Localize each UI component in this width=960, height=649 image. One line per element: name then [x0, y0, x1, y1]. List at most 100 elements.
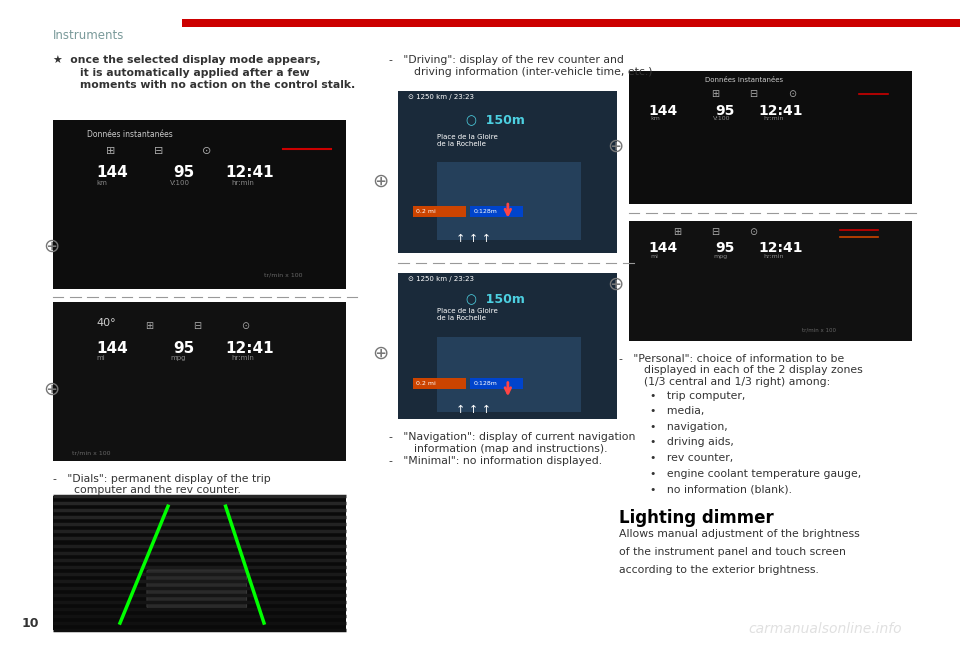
- Text: 0:128m: 0:128m: [473, 381, 497, 386]
- Text: ⊞: ⊞: [673, 227, 681, 237]
- Text: V:100: V:100: [170, 180, 190, 186]
- FancyBboxPatch shape: [398, 273, 617, 419]
- Text: ⊕: ⊕: [372, 172, 389, 191]
- Text: ↑ ↑ ↑: ↑ ↑ ↑: [456, 234, 492, 244]
- Text: 12:41: 12:41: [758, 241, 803, 256]
- Text: -   "Driving": display of the rev counter and: - "Driving": display of the rev counter …: [389, 55, 624, 65]
- Text: Données instantanées: Données instantanées: [86, 130, 173, 139]
- Text: ○  150m: ○ 150m: [466, 292, 524, 305]
- Text: computer and the rev counter.: computer and the rev counter.: [74, 485, 241, 495]
- Text: km: km: [650, 116, 660, 121]
- Text: 95: 95: [173, 341, 194, 356]
- Text: 95: 95: [715, 241, 734, 256]
- FancyBboxPatch shape: [629, 71, 912, 204]
- Text: ★  once the selected display mode appears,: ★ once the selected display mode appears…: [53, 55, 321, 65]
- Text: tr/min x 100: tr/min x 100: [264, 273, 302, 278]
- Text: 12:41: 12:41: [226, 341, 275, 356]
- Text: ⊟: ⊟: [750, 89, 757, 99]
- Text: 95: 95: [715, 104, 734, 118]
- Text: displayed in each of the 2 display zones: displayed in each of the 2 display zones: [644, 365, 863, 375]
- Text: 144: 144: [96, 341, 128, 356]
- Text: 12:41: 12:41: [226, 165, 275, 180]
- Text: •   navigation,: • navigation,: [650, 422, 728, 432]
- Text: •   trip computer,: • trip computer,: [650, 391, 745, 400]
- Text: Place de la Gloire
de la Rochelle: Place de la Gloire de la Rochelle: [437, 308, 497, 321]
- Bar: [182, 19, 960, 27]
- Text: ⊙ 1250 km / 23:23: ⊙ 1250 km / 23:23: [408, 276, 474, 282]
- Text: ○  150m: ○ 150m: [466, 114, 524, 127]
- Text: ⊞: ⊞: [106, 146, 115, 156]
- Text: Place de la Gloire
de la Rochelle: Place de la Gloire de la Rochelle: [437, 134, 497, 147]
- Text: 12:41: 12:41: [758, 104, 803, 118]
- Text: mpg: mpg: [170, 355, 185, 361]
- Text: ⊕: ⊕: [608, 136, 624, 156]
- FancyBboxPatch shape: [398, 91, 617, 253]
- Text: mi: mi: [650, 254, 658, 260]
- FancyBboxPatch shape: [53, 496, 346, 630]
- Text: hr:min: hr:min: [763, 116, 783, 121]
- Text: hr:min: hr:min: [763, 254, 783, 260]
- Text: •   media,: • media,: [650, 406, 705, 416]
- Text: 40°: 40°: [96, 318, 115, 328]
- Text: mi: mi: [96, 355, 105, 361]
- Text: it is automatically applied after a few: it is automatically applied after a few: [80, 68, 309, 78]
- Text: ⊞: ⊞: [145, 321, 153, 331]
- Text: •   driving aids,: • driving aids,: [650, 437, 733, 447]
- Text: moments with no action on the control stalk.: moments with no action on the control st…: [80, 80, 355, 90]
- Text: 0.2 mi: 0.2 mi: [416, 209, 436, 214]
- Text: ⊟: ⊟: [711, 227, 719, 237]
- Text: 144: 144: [648, 104, 677, 118]
- FancyBboxPatch shape: [437, 162, 581, 240]
- FancyBboxPatch shape: [470, 206, 523, 217]
- Text: according to the exterior brightness.: according to the exterior brightness.: [619, 565, 819, 575]
- Text: -   "Navigation": display of current navigation: - "Navigation": display of current navig…: [389, 432, 636, 441]
- FancyBboxPatch shape: [470, 378, 523, 389]
- Text: ⊞: ⊞: [711, 89, 719, 99]
- FancyBboxPatch shape: [413, 378, 466, 389]
- Text: tr/min x 100: tr/min x 100: [802, 327, 835, 332]
- Text: 144: 144: [96, 165, 128, 180]
- Text: hr:min: hr:min: [231, 180, 254, 186]
- Text: 0:128m: 0:128m: [473, 209, 497, 214]
- Text: ⊙ 1250 km / 23:23: ⊙ 1250 km / 23:23: [408, 94, 474, 100]
- FancyBboxPatch shape: [147, 570, 247, 608]
- Text: Lighting dimmer: Lighting dimmer: [619, 509, 774, 528]
- Text: ⊙: ⊙: [750, 227, 757, 237]
- Text: Instruments: Instruments: [53, 29, 124, 42]
- FancyBboxPatch shape: [53, 120, 346, 289]
- FancyBboxPatch shape: [629, 221, 912, 341]
- Text: of the instrument panel and touch screen: of the instrument panel and touch screen: [619, 547, 846, 557]
- Text: V:100: V:100: [713, 116, 731, 121]
- Text: ⊕: ⊕: [372, 344, 389, 363]
- Text: •   engine coolant temperature gauge,: • engine coolant temperature gauge,: [650, 469, 861, 478]
- Text: 95: 95: [173, 165, 194, 180]
- Text: -   "Personal": choice of information to be: - "Personal": choice of information to b…: [619, 354, 845, 363]
- Text: ⊙: ⊙: [241, 321, 249, 331]
- Text: 0.2 mi: 0.2 mi: [416, 381, 436, 386]
- Text: carmanualsonline.info: carmanualsonline.info: [749, 622, 902, 636]
- Text: -   "Dials": permanent display of the trip: - "Dials": permanent display of the trip: [53, 474, 271, 484]
- Text: Données instantanées: Données instantanées: [705, 77, 783, 82]
- Text: ⊕: ⊕: [608, 275, 624, 294]
- Text: ↑ ↑ ↑: ↑ ↑ ↑: [456, 406, 492, 415]
- Text: •   no information (blank).: • no information (blank).: [650, 484, 792, 494]
- Text: ⊟: ⊟: [193, 321, 201, 331]
- FancyBboxPatch shape: [53, 302, 346, 461]
- FancyBboxPatch shape: [437, 337, 581, 412]
- Text: ⊟: ⊟: [154, 146, 163, 156]
- Text: driving information (inter-vehicle time, etc.): driving information (inter-vehicle time,…: [414, 67, 652, 77]
- FancyBboxPatch shape: [413, 206, 466, 217]
- Text: hr:min: hr:min: [231, 355, 254, 361]
- Text: 10: 10: [21, 617, 38, 630]
- Text: -   "Minimal": no information displayed.: - "Minimal": no information displayed.: [389, 456, 602, 466]
- Text: mpg: mpg: [713, 254, 728, 260]
- Text: ⊕: ⊕: [43, 237, 60, 256]
- Text: (1/3 central and 1/3 right) among:: (1/3 central and 1/3 right) among:: [644, 377, 830, 387]
- Text: ⊙: ⊙: [202, 146, 211, 156]
- Text: ⊙: ⊙: [788, 89, 796, 99]
- Text: ⊕: ⊕: [43, 380, 60, 399]
- Text: 144: 144: [648, 241, 677, 256]
- Text: Allows manual adjustment of the brightness: Allows manual adjustment of the brightne…: [619, 529, 860, 539]
- Text: information (map and instructions).: information (map and instructions).: [414, 444, 608, 454]
- Text: km: km: [96, 180, 107, 186]
